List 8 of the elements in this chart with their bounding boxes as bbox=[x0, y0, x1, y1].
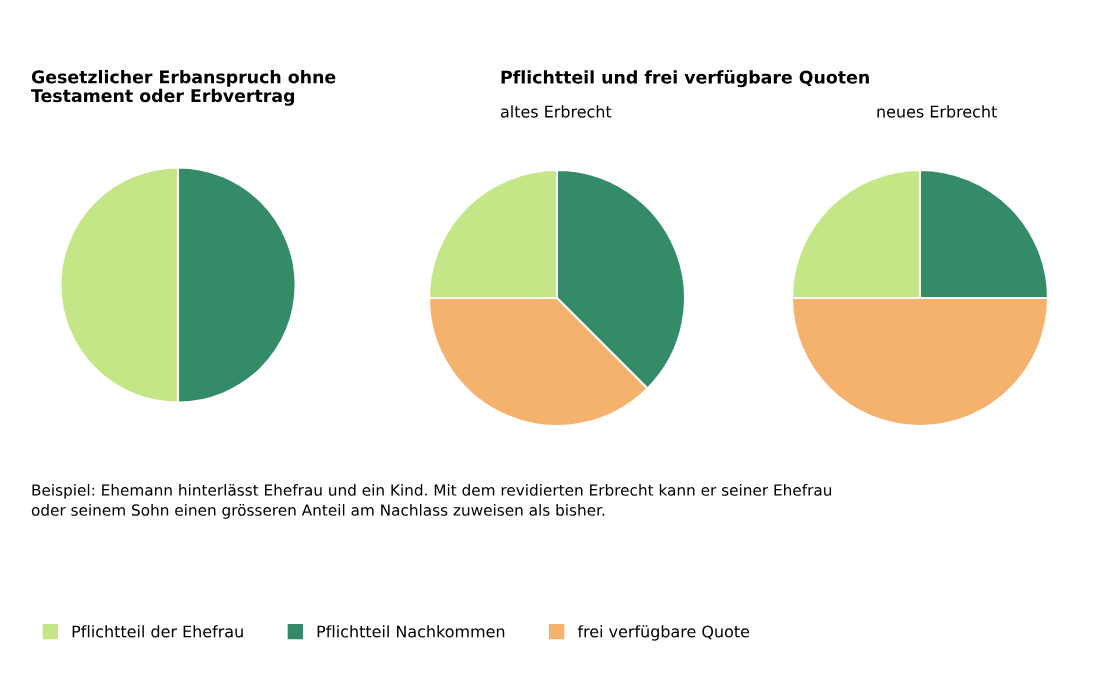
chart-subtitle: neues Erbrecht bbox=[877, 105, 997, 118]
chart-title: Pflichtteil und frei verfügbare Quoten bbox=[501, 70, 869, 88]
chart-title: Gesetzlicher Erbanspruch ohne Testament oder Erbvertrag bbox=[31, 70, 336, 106]
legend-label: Pflichtteil Nachkommen bbox=[317, 625, 505, 638]
legend-label: frei verfügbare Quote bbox=[577, 625, 750, 641]
text: Beispiel: Ehemann hinterlässt Ehefrau und ein Kind. Mit dem revidierten Erbrecht kann er seiner Ehefrau oder seinem Sohn einen grösseren Anteil am Nachlass zuweisen als bisher. bbox=[31, 484, 832, 519]
chart-subtitle: altes Erbrecht bbox=[500, 105, 612, 118]
legend-label: Pflichtteil der Ehefrau bbox=[72, 625, 243, 638]
